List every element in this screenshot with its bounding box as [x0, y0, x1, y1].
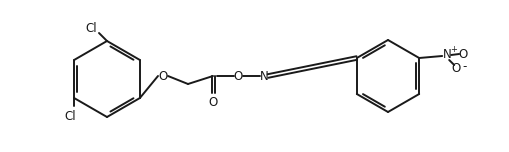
Text: Cl: Cl — [85, 22, 97, 36]
Text: Cl: Cl — [64, 109, 76, 123]
Text: N: N — [443, 48, 451, 62]
Text: O: O — [451, 62, 461, 76]
Text: N: N — [260, 69, 268, 83]
Text: O: O — [459, 47, 468, 60]
Text: +: + — [450, 45, 457, 54]
Text: O: O — [208, 95, 218, 109]
Text: O: O — [158, 69, 167, 83]
Text: -: - — [462, 60, 466, 74]
Text: O: O — [233, 69, 243, 83]
